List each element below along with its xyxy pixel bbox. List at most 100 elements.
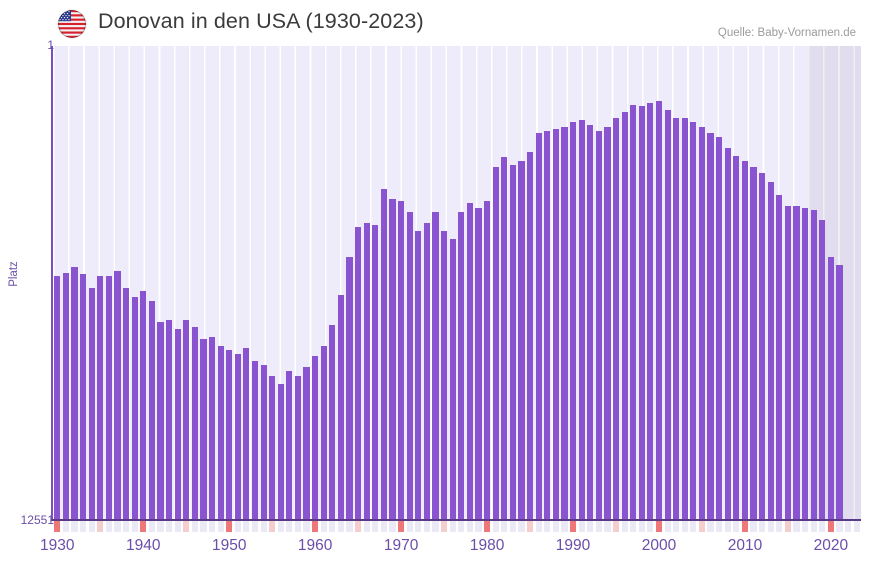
bar-1934[interactable]	[88, 287, 95, 520]
bar-1942[interactable]	[157, 321, 164, 520]
bar-1956[interactable]	[277, 384, 284, 520]
bar-1974[interactable]	[432, 212, 439, 520]
bar-1976[interactable]	[449, 238, 456, 520]
bar-1978[interactable]	[466, 202, 473, 520]
bar-2001[interactable]	[664, 110, 671, 520]
bar-1938[interactable]	[122, 287, 130, 520]
bar-1930[interactable]	[54, 276, 61, 520]
x-axis-tick-strip	[53, 521, 861, 532]
bar-1950[interactable]	[226, 350, 233, 520]
x-tick-2020	[827, 521, 834, 532]
bar-1991[interactable]	[578, 119, 585, 520]
bar-2018[interactable]	[810, 210, 817, 520]
bar-2009[interactable]	[733, 155, 740, 520]
bar-2014[interactable]	[776, 195, 783, 520]
bar-1969[interactable]	[389, 198, 396, 520]
x-axis-label-2000: 2000	[641, 537, 677, 554]
bar-1933[interactable]	[79, 274, 87, 520]
bar-2002[interactable]	[673, 117, 680, 520]
bar-1935[interactable]	[97, 276, 104, 520]
bar-1932[interactable]	[71, 266, 78, 520]
bar-1943[interactable]	[165, 319, 173, 520]
bar-1955[interactable]	[269, 376, 276, 520]
bar-1962[interactable]	[329, 325, 336, 520]
bar-1992[interactable]	[587, 125, 594, 520]
bar-1958[interactable]	[294, 376, 302, 520]
bar-1949[interactable]	[217, 346, 224, 520]
bar-1967[interactable]	[372, 225, 379, 520]
bar-1951[interactable]	[234, 353, 241, 520]
bar-2017[interactable]	[802, 208, 809, 520]
bar-1985[interactable]	[526, 151, 534, 520]
bar-1947[interactable]	[200, 338, 207, 520]
bar-1997[interactable]	[630, 104, 637, 520]
bar-1960[interactable]	[312, 355, 319, 520]
bar-2000[interactable]	[655, 100, 663, 520]
bar-2021[interactable]	[836, 265, 843, 520]
bar-1961[interactable]	[320, 346, 327, 520]
bar-2016[interactable]	[793, 206, 800, 520]
bar-1945[interactable]	[183, 319, 190, 520]
x-axis-label-1990: 1990	[555, 537, 591, 554]
bar-2011[interactable]	[750, 166, 757, 520]
bar-1995[interactable]	[612, 117, 620, 520]
bar-1973[interactable]	[423, 223, 430, 520]
bar-2015[interactable]	[784, 206, 792, 520]
bar-1941[interactable]	[148, 300, 155, 520]
bar-1975[interactable]	[441, 231, 448, 520]
x-tick-2023	[853, 521, 860, 532]
bar-2005[interactable]	[698, 127, 706, 520]
bar-1957[interactable]	[286, 370, 293, 520]
bar-1964[interactable]	[346, 257, 353, 520]
bar-1971[interactable]	[406, 212, 413, 520]
x-tick-1984	[518, 521, 525, 532]
bar-1937[interactable]	[114, 270, 121, 520]
bar-1963[interactable]	[337, 295, 345, 520]
bar-1939[interactable]	[131, 297, 138, 520]
bar-2019[interactable]	[819, 219, 826, 520]
bar-1931[interactable]	[62, 272, 69, 520]
bar-1979[interactable]	[475, 208, 482, 520]
bar-1983[interactable]	[509, 164, 516, 520]
bar-1999[interactable]	[647, 102, 654, 520]
bar-1982[interactable]	[501, 157, 508, 520]
bar-1986[interactable]	[535, 132, 542, 520]
x-tick-1982	[501, 521, 508, 532]
bar-1972[interactable]	[415, 231, 422, 520]
bar-2003[interactable]	[681, 117, 688, 520]
bar-1988[interactable]	[552, 129, 559, 520]
bar-2008[interactable]	[724, 147, 731, 520]
bar-1984[interactable]	[518, 161, 525, 520]
bar-1998[interactable]	[638, 106, 645, 520]
bar-1959[interactable]	[303, 367, 310, 520]
bar-1936[interactable]	[105, 276, 112, 520]
bar-1965[interactable]	[355, 227, 362, 520]
bar-1996[interactable]	[621, 112, 628, 520]
bar-2020[interactable]	[827, 257, 834, 520]
bar-1994[interactable]	[604, 127, 611, 520]
bar-1989[interactable]	[561, 127, 568, 520]
bar-1980[interactable]	[483, 200, 491, 520]
x-tick-1981	[492, 521, 499, 532]
bar-1948[interactable]	[208, 336, 216, 520]
bar-1990[interactable]	[569, 121, 577, 520]
bar-2010[interactable]	[741, 161, 749, 520]
bar-1954[interactable]	[260, 365, 267, 520]
bar-1944[interactable]	[174, 329, 181, 520]
bar-1952[interactable]	[243, 348, 250, 520]
bar-1993[interactable]	[595, 130, 602, 520]
bar-2004[interactable]	[690, 121, 697, 520]
bar-2013[interactable]	[767, 181, 774, 520]
bar-1946[interactable]	[191, 327, 198, 520]
bar-2012[interactable]	[759, 172, 766, 520]
bar-1981[interactable]	[492, 166, 499, 520]
bar-1977[interactable]	[458, 212, 465, 520]
bar-1953[interactable]	[251, 361, 259, 520]
bar-1940[interactable]	[140, 291, 147, 520]
bar-1968[interactable]	[380, 189, 388, 520]
bar-2006[interactable]	[707, 132, 714, 520]
bar-2007[interactable]	[716, 136, 723, 520]
bar-1966[interactable]	[363, 223, 370, 520]
bar-1987[interactable]	[544, 130, 551, 520]
bar-1970[interactable]	[398, 200, 405, 520]
